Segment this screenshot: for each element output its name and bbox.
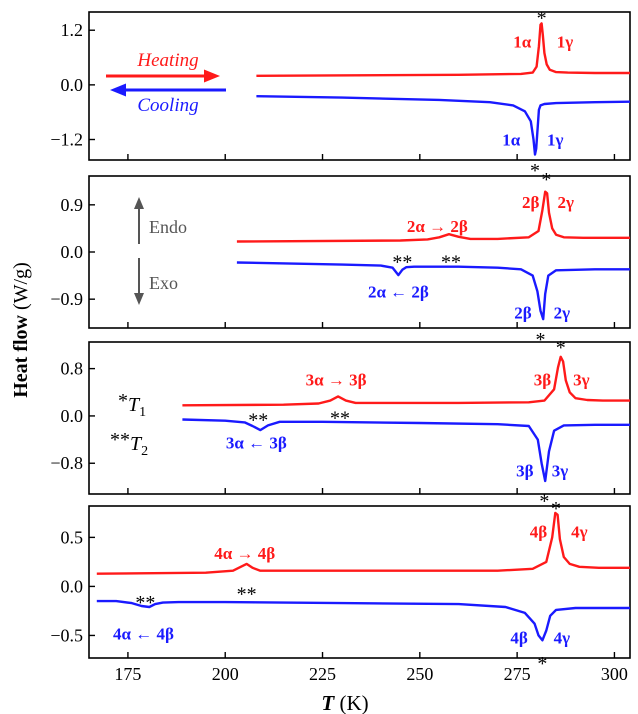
transition-temperature-legend: *T1 **T2 (110, 390, 148, 459)
phase-label: 4γ (554, 628, 571, 647)
cooling-curve (182, 418, 630, 483)
phase-label: 1γ (557, 33, 574, 52)
heating-cooling-legend: Heating Cooling (106, 50, 226, 116)
t1-marker: * (118, 390, 128, 412)
peak-marker: ** (330, 408, 350, 430)
phase-label: 2β (514, 303, 532, 322)
phase-label: 3γ (552, 461, 569, 480)
t2-symbol: T (130, 433, 143, 455)
y-tick-label: 0.5 (61, 527, 84, 547)
x-tick-label: 250 (406, 664, 433, 684)
peak-marker: * (537, 653, 547, 675)
phase-label: 4β (530, 522, 548, 541)
phase-label: 2β (522, 193, 540, 212)
peak-marker: ** (392, 251, 412, 273)
phase-label: 3α → 3β (306, 370, 367, 389)
panel-frame (88, 341, 631, 495)
peak-marker: * (530, 160, 540, 182)
panel-frame (88, 11, 631, 161)
phase-label: 2γ (554, 303, 571, 322)
peak-marker: * (551, 498, 561, 520)
peak-marker: ** (441, 251, 461, 273)
y-tick-label: 0.0 (61, 75, 84, 95)
chart-panels: 1.2 0.0 −1.2 1α 1γ * 1α 1γ * 0.9 0.0 −0.9 2β 2γ * 2α → … (50, 7, 631, 684)
legend-heating-label: Heating (136, 50, 198, 71)
phase-label: 2α → 2β (407, 217, 468, 236)
phase-label: 3β (534, 370, 552, 389)
phase-label: 3β (516, 461, 534, 480)
phase-label: 1γ (547, 131, 564, 150)
peak-marker: * (535, 329, 545, 351)
y-axis-label-main: Heat flow (10, 314, 32, 397)
x-axis-label-main: T (321, 691, 335, 714)
t1-subscript: 1 (139, 405, 146, 420)
panel-2: 0.9 0.0 −0.9 2β 2γ * 2α → 2β ** ** 2α ← 2β 2β 2γ * (50, 169, 631, 351)
y-tick-label: 1.2 (61, 20, 84, 40)
heating-curve (182, 355, 630, 407)
panel-1: 1.2 0.0 −1.2 1α 1γ * 1α 1γ * (50, 7, 631, 182)
y-tick-label: −0.8 (50, 453, 83, 473)
phase-label: 2γ (558, 193, 575, 212)
y-axis-label-unit: (W/g) (10, 262, 32, 310)
endo-label: Endo (149, 217, 187, 237)
heating-arrowhead (204, 69, 220, 83)
x-tick-label: 300 (601, 664, 628, 684)
panel-frame (88, 175, 631, 329)
x-axis-label-unit: (K) (339, 691, 368, 714)
phase-label: 3γ (573, 370, 590, 389)
panel-frame (88, 505, 631, 659)
heating-curve (96, 511, 630, 575)
y-tick-label: 0.9 (61, 195, 84, 215)
phase-label: 4β (510, 628, 528, 647)
y-tick-label: −1.2 (50, 130, 83, 150)
x-axis-label: T (K) (321, 691, 368, 714)
heating-curve (236, 190, 630, 243)
cooling-curve (96, 599, 630, 642)
t2-legend: **T2 (110, 429, 148, 459)
peak-marker: * (537, 7, 547, 29)
t2-subscript: 2 (141, 444, 148, 459)
x-tick-label: 275 (504, 664, 531, 684)
phase-label: 1α (502, 131, 521, 150)
x-tick-label: 200 (212, 664, 239, 684)
peak-marker: * (539, 491, 549, 513)
y-tick-label: −0.9 (50, 289, 83, 309)
phase-label: 2α ← 2β (368, 282, 429, 301)
cooling-curve (256, 95, 631, 156)
cooling-arrowhead (110, 83, 126, 97)
y-tick-label: −0.5 (50, 625, 83, 645)
peak-marker: * (556, 337, 566, 359)
y-tick-label: 0.8 (61, 359, 84, 379)
peak-marker: * (541, 169, 551, 191)
y-tick-label: 0.0 (61, 406, 84, 426)
panel-4: 175 200 225 250 275 300 0.5 0.0 −0.5 4β 4γ * 4α → 4β… (50, 498, 631, 684)
peak-marker: ** (135, 592, 155, 614)
phase-label: 4α ← 4β (113, 624, 174, 643)
endo-exo-indicator: Endo Exo (134, 197, 187, 305)
cooling-curve (236, 261, 630, 321)
phase-label: 1α (513, 33, 532, 52)
exo-label: Exo (149, 273, 178, 293)
x-tick-label: 175 (114, 664, 141, 684)
y-tick-label: 0.0 (61, 242, 84, 262)
y-tick-label: 0.0 (61, 576, 84, 596)
t2-marker: ** (110, 429, 130, 451)
phase-label: 3α ← 3β (226, 434, 287, 453)
legend-cooling-label: Cooling (137, 95, 198, 116)
y-axis-label: Heat flow (W/g) (10, 262, 32, 398)
exo-arrowhead (134, 293, 144, 305)
t1-symbol: T (128, 394, 141, 416)
endo-arrowhead (134, 197, 144, 209)
x-tick-label: 225 (309, 664, 336, 684)
phase-label: 4γ (571, 522, 588, 541)
heating-curve (256, 22, 630, 77)
phase-label: 4α → 4β (214, 544, 275, 563)
t1-legend: *T1 (118, 390, 146, 420)
peak-marker: ** (248, 410, 268, 432)
peak-marker: ** (237, 583, 257, 605)
